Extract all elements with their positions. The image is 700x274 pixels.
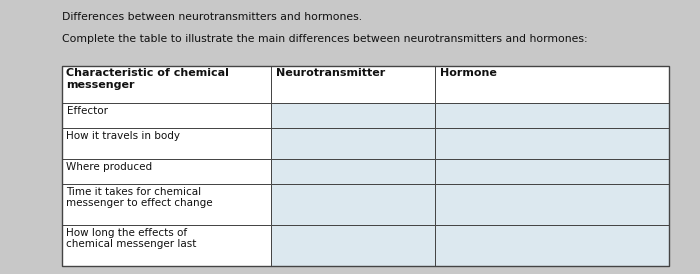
- Text: Neurotransmitter: Neurotransmitter: [276, 68, 385, 78]
- Text: How it travels in body: How it travels in body: [66, 131, 181, 141]
- Bar: [435, 225, 668, 266]
- Bar: [435, 103, 668, 128]
- Text: How long the effects of
chemical messenger last: How long the effects of chemical messeng…: [66, 228, 197, 249]
- Text: Effector: Effector: [66, 106, 108, 116]
- Bar: [271, 159, 435, 184]
- Text: Where produced: Where produced: [66, 162, 153, 172]
- Bar: [435, 159, 668, 184]
- Bar: [271, 184, 435, 225]
- Bar: [62, 225, 271, 266]
- Bar: [62, 66, 668, 266]
- Bar: [62, 159, 271, 184]
- Bar: [271, 103, 435, 128]
- Text: Time it takes for chemical
messenger to effect change: Time it takes for chemical messenger to …: [66, 187, 213, 209]
- Bar: [435, 66, 668, 103]
- Bar: [271, 66, 435, 103]
- Bar: [62, 103, 271, 128]
- Bar: [435, 184, 668, 225]
- Text: Hormone: Hormone: [440, 68, 496, 78]
- Bar: [62, 128, 271, 159]
- Text: Differences between neurotransmitters and hormones.: Differences between neurotransmitters an…: [62, 12, 362, 22]
- Text: Characteristic of chemical
messenger: Characteristic of chemical messenger: [66, 68, 230, 90]
- Bar: [435, 128, 668, 159]
- Bar: [62, 184, 271, 225]
- Text: Complete the table to illustrate the main differences between neurotransmitters : Complete the table to illustrate the mai…: [62, 34, 587, 44]
- Bar: [62, 66, 271, 103]
- Bar: [271, 128, 435, 159]
- Bar: [271, 225, 435, 266]
